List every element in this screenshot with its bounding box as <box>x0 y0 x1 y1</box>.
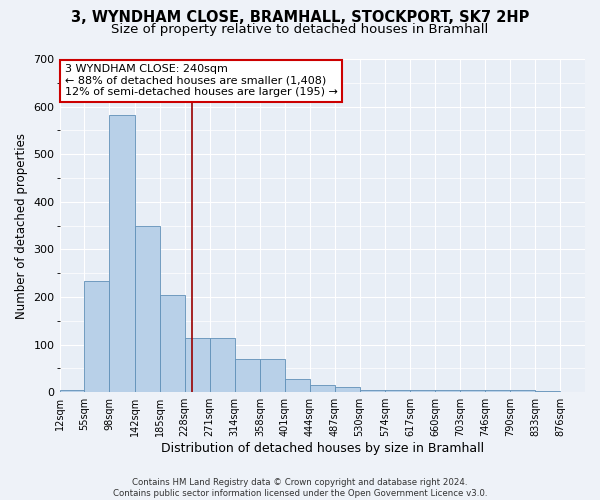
Bar <box>160 294 185 392</box>
Text: Size of property relative to detached houses in Bramhall: Size of property relative to detached ho… <box>112 22 488 36</box>
Bar <box>285 380 310 392</box>
Text: 3, WYNDHAM CLOSE, BRAMHALL, STOCKPORT, SK7 2HP: 3, WYNDHAM CLOSE, BRAMHALL, STOCKPORT, S… <box>71 10 529 25</box>
Bar <box>310 385 335 392</box>
Bar <box>235 359 260 392</box>
Bar <box>410 390 435 392</box>
Bar <box>510 390 535 392</box>
Bar <box>359 390 385 392</box>
Bar <box>209 338 235 392</box>
Y-axis label: Number of detached properties: Number of detached properties <box>15 132 28 318</box>
Text: 3 WYNDHAM CLOSE: 240sqm
← 88% of detached houses are smaller (1,408)
12% of semi: 3 WYNDHAM CLOSE: 240sqm ← 88% of detache… <box>65 64 338 97</box>
X-axis label: Distribution of detached houses by size in Bramhall: Distribution of detached houses by size … <box>161 442 484 455</box>
Bar <box>260 359 285 392</box>
Bar <box>59 390 85 392</box>
Bar <box>385 390 410 392</box>
Bar <box>85 282 109 392</box>
Text: Contains HM Land Registry data © Crown copyright and database right 2024.
Contai: Contains HM Land Registry data © Crown c… <box>113 478 487 498</box>
Bar <box>335 388 359 392</box>
Bar <box>435 390 460 392</box>
Bar <box>185 338 209 392</box>
Bar <box>485 390 510 392</box>
Bar <box>135 226 160 392</box>
Bar <box>460 390 485 392</box>
Bar <box>535 391 560 392</box>
Bar <box>109 114 135 392</box>
